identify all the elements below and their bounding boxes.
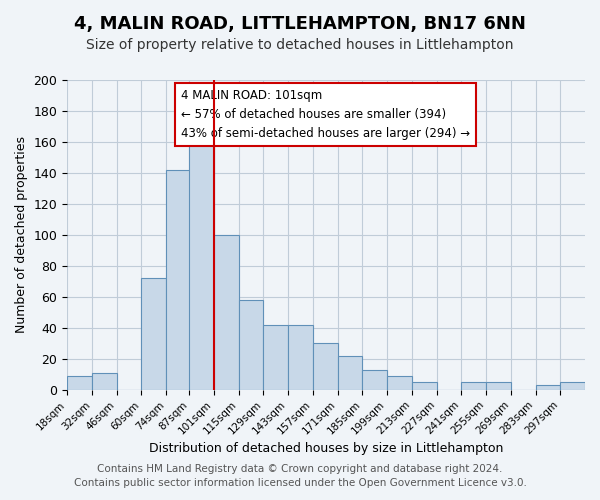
Bar xyxy=(412,382,437,390)
Bar xyxy=(313,344,338,390)
Bar xyxy=(142,278,166,390)
Bar xyxy=(387,376,412,390)
Bar xyxy=(263,325,288,390)
Text: Size of property relative to detached houses in Littlehampton: Size of property relative to detached ho… xyxy=(86,38,514,52)
Bar xyxy=(486,382,511,390)
Text: Contains HM Land Registry data © Crown copyright and database right 2024.
Contai: Contains HM Land Registry data © Crown c… xyxy=(74,464,526,487)
Bar xyxy=(560,382,585,390)
Bar xyxy=(338,356,362,390)
Bar xyxy=(461,382,486,390)
Bar xyxy=(214,235,239,390)
Bar xyxy=(288,325,313,390)
X-axis label: Distribution of detached houses by size in Littlehampton: Distribution of detached houses by size … xyxy=(149,442,503,455)
Y-axis label: Number of detached properties: Number of detached properties xyxy=(15,136,28,334)
Bar xyxy=(166,170,191,390)
Bar xyxy=(67,376,92,390)
Bar xyxy=(362,370,387,390)
Bar xyxy=(92,373,116,390)
Text: 4 MALIN ROAD: 101sqm
← 57% of detached houses are smaller (394)
43% of semi-deta: 4 MALIN ROAD: 101sqm ← 57% of detached h… xyxy=(181,90,470,140)
Bar xyxy=(189,131,214,390)
Bar xyxy=(239,300,263,390)
Bar xyxy=(536,385,560,390)
Text: 4, MALIN ROAD, LITTLEHAMPTON, BN17 6NN: 4, MALIN ROAD, LITTLEHAMPTON, BN17 6NN xyxy=(74,15,526,33)
